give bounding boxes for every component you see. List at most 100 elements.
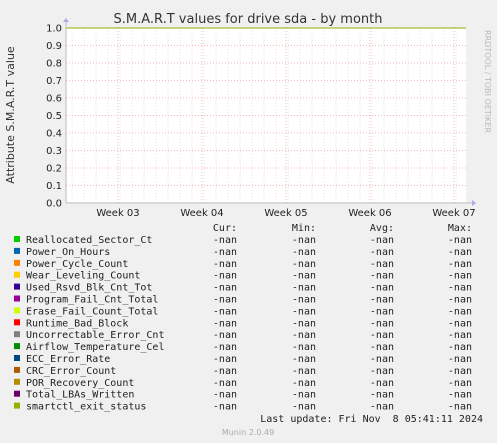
rrdtool-credit: RRDTOOL / TOBI OETIKER <box>483 30 492 133</box>
legend-value: -nan <box>213 295 237 306</box>
y-tick-label: 0.3 <box>46 146 62 157</box>
legend-swatch <box>14 307 20 314</box>
legend-series-name: POR_Recovery_Count <box>26 378 134 389</box>
legend-swatch <box>14 402 20 409</box>
legend-value: -nan <box>448 342 472 353</box>
legend-swatch <box>14 366 20 373</box>
legend-value: -nan <box>370 295 394 306</box>
legend-swatch <box>14 378 20 385</box>
legend-value: -nan <box>213 378 237 389</box>
legend-value: -nan <box>448 259 472 270</box>
legend-series-name: Reallocated_Sector_Ct <box>26 235 152 246</box>
y-tick-label: 0.0 <box>46 199 62 210</box>
legend-value: -nan <box>370 247 394 258</box>
legend-value: -nan <box>292 295 316 306</box>
legend-value: -nan <box>370 235 394 246</box>
legend-value: -nan <box>292 259 316 270</box>
legend-value: -nan <box>370 330 394 341</box>
y-axis-label: Attribute S.M.A.R.T value <box>4 46 17 184</box>
x-axis-arrow <box>472 200 476 206</box>
y-axis-arrow <box>63 18 69 22</box>
legend-value: -nan <box>292 283 316 294</box>
last-update: Last update: Fri Nov 8 05:41:11 2024 <box>260 414 483 425</box>
legend-value: -nan <box>213 247 237 258</box>
legend-value: -nan <box>448 378 472 389</box>
y-tick-label: 0.4 <box>46 129 62 140</box>
legend-value: -nan <box>448 247 472 258</box>
legend-value: -nan <box>370 354 394 365</box>
legend-series-name: Runtime_Bad_Block <box>26 318 128 329</box>
legend-column-header: Min: <box>292 223 316 234</box>
legend-value: -nan <box>292 235 316 246</box>
legend-value: -nan <box>448 330 472 341</box>
legend-value: -nan <box>213 283 237 294</box>
legend-value: -nan <box>448 235 472 246</box>
legend-value: -nan <box>370 259 394 270</box>
x-tick-label: Week 05 <box>264 208 307 219</box>
x-tick-label: Week 06 <box>348 208 391 219</box>
legend-series-name: Total_LBAs_Written <box>26 390 134 401</box>
legend-value: -nan <box>292 402 316 413</box>
legend-value: -nan <box>213 402 237 413</box>
legend-value: -nan <box>213 259 237 270</box>
legend-column-header: Avg: <box>370 223 394 234</box>
y-tick-label: 0.5 <box>46 111 62 122</box>
legend: Cur: Min: Avg: Max: Reallocated_Sector_Ct -na… <box>14 223 472 413</box>
legend-value: -nan <box>448 354 472 365</box>
legend-value: -nan <box>370 283 394 294</box>
x-tick-label: Week 04 <box>180 208 223 219</box>
legend-value: -nan <box>213 318 237 329</box>
legend-value: -nan <box>213 235 237 246</box>
y-tick-label: 0.8 <box>46 59 62 70</box>
legend-value: -nan <box>292 247 316 258</box>
x-tick-label: Week 03 <box>96 208 139 219</box>
legend-value: -nan <box>370 271 394 282</box>
legend-value: -nan <box>292 366 316 377</box>
legend-value: -nan <box>213 342 237 353</box>
legend-value: -nan <box>213 366 237 377</box>
legend-value: -nan <box>370 318 394 329</box>
y-tick-label: 0.1 <box>46 181 62 192</box>
legend-series-name: Erase_Fail_Count_Total <box>26 306 158 317</box>
legend-series-name: CRC_Error_Count <box>26 366 116 377</box>
legend-value: -nan <box>213 306 237 317</box>
legend-value: -nan <box>370 366 394 377</box>
legend-value: -nan <box>448 306 472 317</box>
legend-value: -nan <box>292 342 316 353</box>
legend-series-name: Wear_Leveling_Count <box>26 271 140 282</box>
legend-swatch <box>14 331 20 338</box>
legend-swatch <box>14 283 20 290</box>
legend-swatch <box>14 259 20 266</box>
legend-value: -nan <box>448 271 472 282</box>
legend-value: -nan <box>292 318 316 329</box>
legend-swatch <box>14 343 20 350</box>
legend-series-name: Power_Cycle_Count <box>26 259 128 270</box>
y-tick-label: 0.9 <box>46 41 62 52</box>
legend-value: -nan <box>370 402 394 413</box>
chart-title: S.M.A.R.T values for drive sda - by mont… <box>114 12 383 27</box>
legend-swatch <box>14 247 20 254</box>
legend-series-name: smartctl_exit_status <box>26 402 146 413</box>
legend-value: -nan <box>448 366 472 377</box>
legend-value: -nan <box>448 295 472 306</box>
legend-value: -nan <box>292 306 316 317</box>
legend-value: -nan <box>292 330 316 341</box>
legend-swatch <box>14 295 20 302</box>
legend-column-header: Cur: <box>213 223 237 234</box>
legend-series-name: Uncorrectable_Error_Cnt <box>26 330 164 341</box>
legend-swatch <box>14 236 20 242</box>
legend-series-name: Program_Fail_Cnt_Total <box>26 295 158 306</box>
legend-value: -nan <box>213 330 237 341</box>
legend-series-name: ECC_Error_Rate <box>26 354 110 365</box>
legend-value: -nan <box>370 390 394 401</box>
legend-value: -nan <box>213 271 237 282</box>
legend-swatch <box>14 271 20 278</box>
plot-area: 0.0 0.1 0.2 0.3 0.4 0.5 0.6 0.7 0.8 0.9 1.0 Week 03… <box>46 18 476 219</box>
munin-version: Munin 2.0.49 <box>222 428 274 437</box>
legend-value: -nan <box>292 271 316 282</box>
legend-swatch <box>14 355 20 361</box>
legend-value: -nan <box>292 378 316 389</box>
legend-swatch <box>14 319 20 326</box>
legend-series-name: Airflow_Temperature_Cel <box>26 342 164 353</box>
